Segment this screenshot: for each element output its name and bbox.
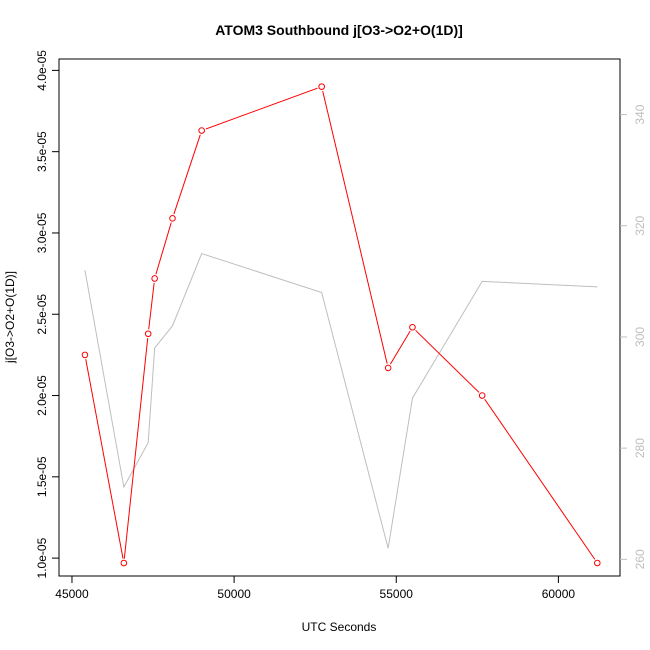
y-tick-label: 2.0e-05 [35,375,49,416]
x-axis-label: UTC Seconds [302,620,377,634]
x-tick-label: 50000 [217,587,251,601]
data-point [478,392,486,399]
data-point [151,275,158,282]
y-tick-label: 1.5e-05 [35,456,49,497]
x-tick-label: 60000 [542,587,576,601]
y-axis-label: j[O3->O2+O(1D)] [3,271,17,364]
y-tick-label: 3.5e-05 [35,131,49,172]
data-point [198,127,205,134]
data-point [120,559,128,567]
data-point [409,323,416,331]
y2-tick-label: 340 [633,104,647,124]
y-axis: 1.0e-05 1.5e-05 2.0e-05 2.5e-05 3.0e-05 3.5e-… [35,50,59,578]
data-point [594,559,601,567]
x-tick-label: 55000 [380,587,414,601]
y2-tick-label: 280 [633,438,647,458]
y-tick-label: 4.0e-05 [35,50,49,91]
series-line-right-axis [84,252,598,549]
data-point [169,215,176,222]
data-point [144,330,152,338]
y-tick-label: 1.0e-05 [35,537,49,578]
x-tick-label: 45000 [55,587,89,601]
plot-frame [58,58,621,577]
x-axis: 45000 50000 55000 60000 [55,576,575,601]
y2-tick-label: 320 [633,215,647,235]
y2-axis: 260 280 300 320 340 [620,104,647,569]
data-point [318,83,325,90]
y-tick-label: 3.0e-05 [35,212,49,253]
data-point [384,364,392,372]
series-layer [80,82,602,568]
y2-tick-label: 260 [633,549,647,569]
chart-title: ATOM3 Southbound j[O3->O2+O(1D)] [215,22,463,38]
data-point [81,351,89,359]
y-tick-label: 2.5e-05 [35,294,49,335]
y2-tick-label: 300 [633,327,647,347]
